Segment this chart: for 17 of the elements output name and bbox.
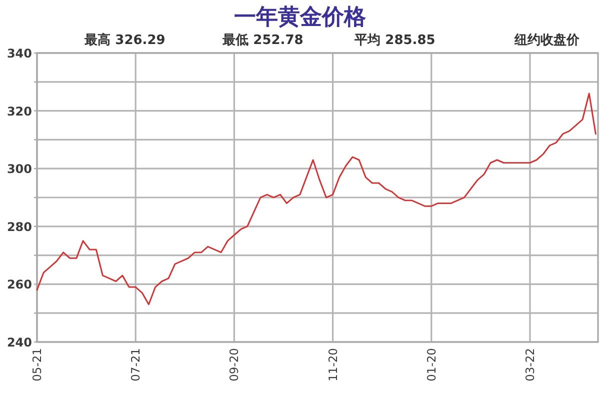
x-tick-label: 03-22 (522, 348, 537, 382)
x-tick-label: 07-21 (128, 348, 143, 382)
text: 纽约收盘价 (514, 33, 580, 48)
x-tick-label: 11-20 (326, 348, 340, 382)
chart-title: 一年黄金价格 (234, 5, 367, 30)
text: 最低 252.78 (222, 33, 304, 48)
y-tick-label: 260 (6, 278, 32, 292)
y-tick-label: 340 (6, 46, 32, 60)
x-tick-label: 05-21 (30, 348, 44, 382)
text: 最高 326.29 (84, 32, 166, 48)
y-tick-label: 300 (6, 162, 32, 176)
y-tick-label: 280 (6, 220, 32, 234)
y-tick-label: 240 (6, 336, 32, 350)
y-tick-label: 320 (6, 104, 32, 118)
text: 平均 285.85 (354, 33, 436, 48)
x-tick-label: 01-20 (424, 348, 438, 382)
x-tick-label: 09-20 (227, 348, 242, 382)
